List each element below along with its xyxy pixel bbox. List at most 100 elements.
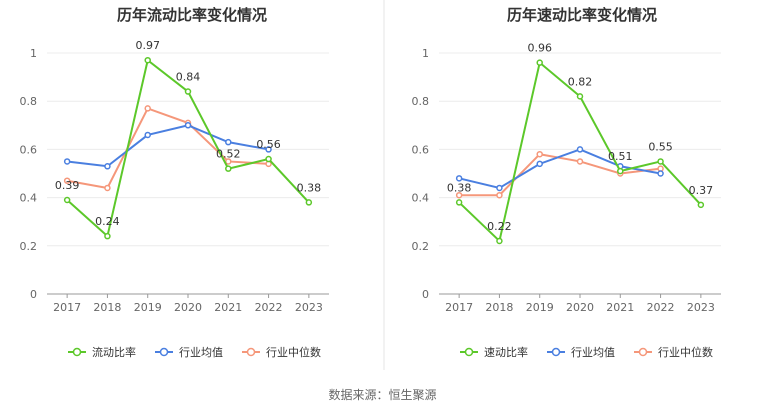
data-label: 0.51 (608, 150, 633, 163)
data-point (184, 88, 192, 95)
series-line-2 (458, 148, 661, 190)
chart-panel-1: 历年流动比率变化情况 0 0.2 0.4 0.6 0.8 1 2017 2018 2019 2020… (20, 6, 329, 359)
series-line-2 (67, 124, 269, 168)
data-label: 0.84 (176, 71, 201, 84)
data-label: 0.52 (216, 148, 241, 161)
legend-label: 行业均值 (571, 346, 615, 359)
data-point (104, 184, 111, 192)
y-tick-label: 0.6 (412, 143, 430, 156)
legend-marker-icon (464, 347, 474, 357)
data-label: 0.39 (55, 179, 80, 192)
x-tick-label: 2018 (93, 301, 121, 314)
x-tick-label: 2020 (174, 301, 202, 314)
data-point (225, 138, 232, 146)
legend-label: 速动比率 (484, 345, 528, 359)
data-point (576, 158, 584, 165)
data-point (697, 201, 705, 209)
data-point (455, 175, 463, 182)
x-tick-label: 2020 (566, 301, 594, 314)
data-point (455, 199, 463, 206)
data-point (63, 158, 71, 165)
data-point (265, 155, 272, 163)
x-tick-label: 2017 (53, 301, 81, 314)
data-point (455, 191, 463, 199)
data-label: 0.37 (689, 184, 714, 197)
legend-marker-icon (638, 347, 648, 357)
legend-label: 行业中位数 (266, 345, 321, 359)
data-point (536, 160, 543, 168)
y-tick-label: 1 (422, 47, 429, 60)
x-tick-label: 2017 (445, 301, 473, 314)
legend-label: 行业均值 (179, 346, 223, 359)
data-point (657, 158, 664, 165)
data-label: 0.55 (648, 140, 673, 153)
data-point (63, 177, 71, 184)
y-tick-label: 0 (30, 288, 37, 301)
data-point (576, 146, 584, 153)
x-tick-label: 2019 (134, 301, 162, 314)
chart-title: 历年速动比率变化情况 (507, 6, 657, 24)
legend-label: 行业中位数 (658, 345, 713, 359)
x-tick-label: 2021 (606, 301, 634, 314)
legend-marker-icon (246, 347, 256, 357)
data-point (265, 146, 272, 153)
series-line-3 (66, 107, 269, 190)
data-point (104, 232, 111, 240)
x-tick-label: 2022 (647, 301, 675, 314)
series-line-3 (459, 153, 661, 197)
x-tick-label: 2023 (687, 301, 715, 314)
data-label: 0.82 (568, 75, 593, 88)
x-tick-label: 2022 (255, 301, 283, 314)
data-label: 0.24 (95, 215, 120, 228)
data-point (576, 93, 584, 100)
data-source-note: 数据来源：恒生聚源 (328, 388, 437, 402)
y-tick-label: 0.6 (20, 143, 38, 156)
data-point (657, 170, 664, 177)
chart-title: 历年流动比率变化情况 (117, 6, 267, 24)
legend-marker-icon (551, 347, 561, 357)
data-label: 0.38 (447, 181, 472, 194)
data-point (104, 163, 111, 170)
legend-item-2[interactable]: 行业均值 (155, 346, 223, 359)
y-tick-label: 0.2 (20, 240, 38, 253)
data-point (496, 191, 503, 199)
legend-item-1[interactable]: 流动比率 (68, 345, 136, 359)
data-label: 0.22 (487, 220, 512, 233)
y-tick-label: 0.4 (20, 192, 38, 205)
y-tick-label: 0.8 (412, 95, 430, 108)
y-tick-label: 0.2 (412, 240, 430, 253)
data-point (305, 199, 313, 206)
data-point (617, 167, 624, 175)
data-point (144, 105, 151, 112)
data-point (225, 165, 232, 172)
legend-item-3[interactable]: 行业中位数 (242, 345, 321, 359)
data-label: 0.97 (135, 39, 160, 52)
data-point (144, 131, 151, 139)
legend-item-2[interactable]: 行业均值 (547, 346, 615, 359)
data-label: 0.38 (297, 181, 322, 194)
data-point (144, 56, 151, 64)
y-tick-label: 0.4 (412, 192, 430, 205)
y-tick-label: 0 (422, 288, 429, 301)
legend-marker-icon (159, 347, 169, 357)
data-point (536, 150, 543, 158)
data-point (496, 184, 503, 192)
y-tick-label: 0.8 (20, 95, 38, 108)
data-label: 0.96 (527, 42, 552, 55)
legend-label: 流动比率 (92, 345, 136, 359)
data-point (63, 196, 71, 204)
x-tick-label: 2023 (295, 301, 323, 314)
chart-panel-2: 历年速动比率变化情况 0 0.2 0.4 0.6 0.8 1 2017 2018 2019 2020… (412, 6, 721, 359)
x-tick-label: 2019 (526, 301, 554, 314)
data-point (496, 237, 503, 245)
y-tick-label: 1 (30, 47, 37, 60)
legend-item-1[interactable]: 速动比率 (460, 345, 528, 359)
data-point (536, 59, 543, 66)
x-tick-label: 2021 (214, 301, 242, 314)
data-point (184, 122, 192, 129)
legend-item-3[interactable]: 行业中位数 (634, 345, 713, 359)
legend-marker-icon (72, 347, 82, 357)
data-point (225, 158, 232, 165)
x-tick-label: 2018 (485, 301, 513, 314)
